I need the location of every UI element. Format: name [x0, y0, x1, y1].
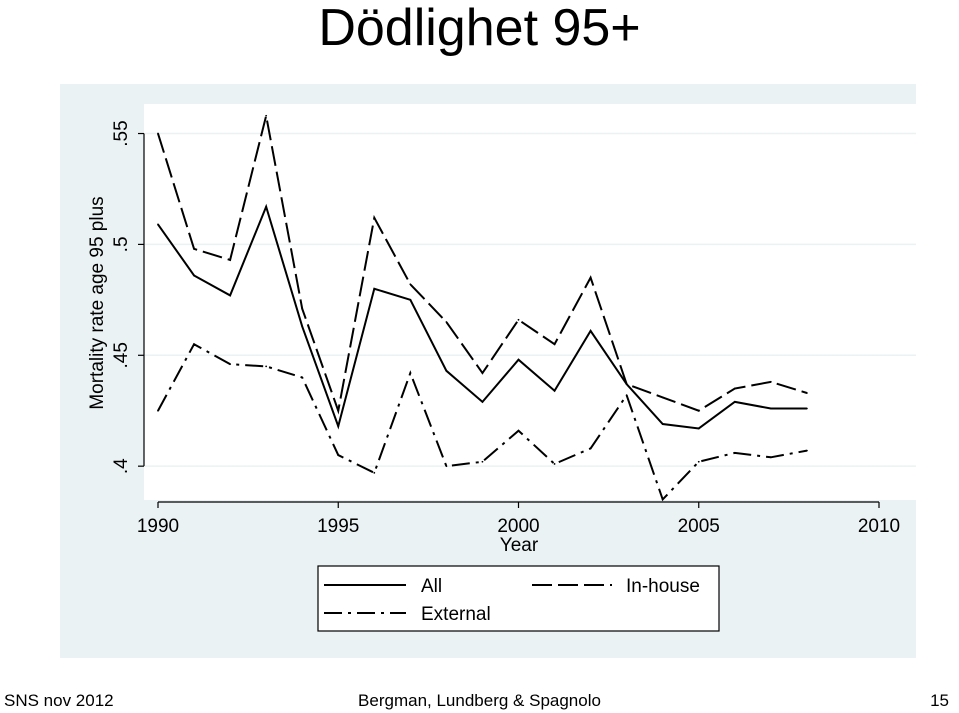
- footer-page-number: 15: [930, 691, 949, 710]
- data-point-external-1998: [445, 465, 448, 468]
- axes: .4 .45 .5 .55 1990 1995 2000 2005 2010: [111, 120, 900, 537]
- series-lines: [157, 114, 808, 502]
- data-point-in-house-2008: [806, 392, 808, 394]
- data-point-all-2001: [553, 389, 556, 392]
- data-point-all-1991: [193, 274, 195, 277]
- x-tick-label-3: 2005: [678, 516, 720, 537]
- data-point-external-2002: [589, 447, 592, 450]
- x-tick-label-1: 1995: [317, 516, 359, 537]
- data-point-external-1994: [301, 376, 304, 379]
- x-tick-label-2: 2000: [497, 516, 539, 537]
- data-point-all-1994: [301, 325, 304, 328]
- data-point-external-1992: [229, 363, 232, 366]
- data-point-in-house-1993: [265, 114, 268, 117]
- data-point-in-house-1992: [229, 259, 232, 261]
- data-point-in-house-2001: [553, 343, 556, 346]
- data-point-all-1993: [265, 205, 268, 208]
- data-point-in-house-1996: [373, 216, 376, 219]
- y-tick-label-1: .45: [111, 342, 132, 368]
- data-point-external-1999: [481, 460, 484, 463]
- data-point-all-2002: [589, 329, 592, 332]
- y-tick-label-3: .55: [111, 120, 132, 146]
- data-point-all-2008: [806, 407, 808, 410]
- data-point-in-house-2003: [625, 383, 628, 386]
- data-point-all-1998: [445, 369, 448, 372]
- data-point-all-1992: [229, 294, 232, 297]
- data-point-in-house-1998: [445, 321, 448, 323]
- data-point-external-2005: [697, 460, 700, 463]
- x-tick-label-4: 2010: [858, 516, 900, 537]
- legend: All In-house External: [317, 565, 720, 632]
- data-point-all-2006: [733, 400, 736, 403]
- x-tick-label-0: 1990: [137, 516, 179, 537]
- data-point-all-2007: [769, 407, 772, 410]
- footer-event: SNS nov 2012: [4, 691, 114, 710]
- data-point-all-1995: [337, 425, 340, 428]
- grid-lines: [145, 132, 916, 467]
- data-point-all-1997: [409, 298, 412, 301]
- data-point-in-house-2000: [517, 318, 520, 321]
- data-point-external-1990: [157, 409, 159, 412]
- data-point-in-house-1991: [193, 247, 195, 250]
- y-tick-label-2: .5: [111, 236, 132, 252]
- data-point-in-house-2004: [661, 396, 664, 399]
- data-point-external-1991: [193, 343, 195, 346]
- data-point-all-2000: [517, 358, 520, 361]
- data-point-in-house-1990: [157, 132, 159, 135]
- data-point-in-house-1999: [481, 372, 484, 374]
- data-point-external-2006: [733, 451, 736, 454]
- data-point-external-2008: [806, 449, 808, 452]
- x-axis-label: Year: [500, 535, 539, 556]
- data-point-in-house-1995: [337, 409, 340, 412]
- data-point-external-2004: [661, 498, 664, 501]
- plot-area: [144, 104, 916, 500]
- data-point-all-1996: [373, 287, 376, 290]
- data-point-in-house-1994: [301, 307, 304, 310]
- legend-label-external: External: [421, 604, 491, 625]
- data-point-all-2004: [661, 423, 664, 425]
- data-point-external-2000: [517, 429, 520, 432]
- data-point-in-house-2002: [589, 276, 592, 279]
- data-point-in-house-1997: [409, 283, 412, 286]
- y-axis-label: Mortality rate age 95 plus: [87, 196, 108, 409]
- footer-authors: Bergman, Lundberg & Spagnolo: [358, 691, 601, 710]
- legend-box: [317, 565, 720, 632]
- data-point-in-house-2006: [733, 387, 736, 390]
- data-point-external-2007: [769, 456, 772, 459]
- legend-label-in-house: In-house: [626, 576, 700, 597]
- data-point-all-1990: [157, 223, 159, 226]
- data-point-external-1993: [265, 365, 268, 368]
- data-point-external-1997: [409, 372, 412, 374]
- data-point-external-1995: [337, 454, 340, 456]
- slide-title: Dödlighet 95+: [318, 0, 641, 57]
- data-point-all-2005: [697, 427, 700, 430]
- data-point-in-house-2007: [769, 381, 772, 383]
- data-point-external-2001: [553, 463, 556, 465]
- legend-label-all: All: [421, 576, 442, 597]
- data-point-in-house-2005: [697, 409, 700, 412]
- y-tick-label-0: .4: [111, 458, 132, 474]
- data-point-external-1996: [373, 471, 376, 474]
- data-point-all-1999: [481, 400, 484, 403]
- data-point-external-2003: [625, 394, 628, 397]
